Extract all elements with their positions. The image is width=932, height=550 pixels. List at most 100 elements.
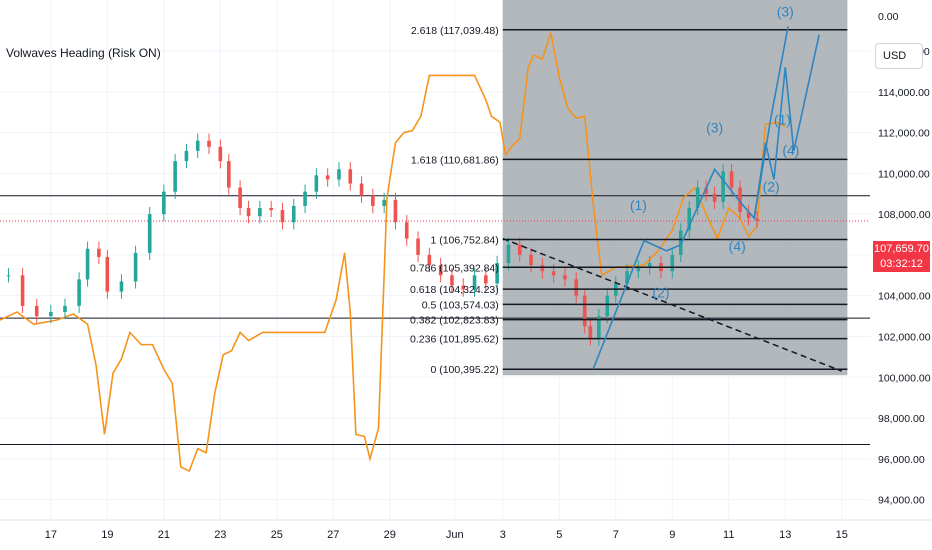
time-axis-tick: 17 (45, 529, 57, 541)
candle-body (563, 275, 567, 280)
time-axis-tick: 9 (669, 529, 675, 541)
orange-indicator-line (0, 32, 786, 473)
candle-body (746, 212, 751, 219)
wave-projection-path (753, 34, 820, 219)
candle-body (97, 248, 101, 257)
candle-body (729, 171, 734, 188)
wave-labels: (1)(2)(3)(4)(3)(1)(2)(4)(5) (630, 3, 800, 300)
candle-body (404, 222, 409, 239)
bar-countdown: 03:32:12 (880, 258, 923, 270)
candle-body (625, 271, 629, 284)
wave-label: (4) (782, 142, 799, 158)
candle-body (85, 248, 90, 280)
time-axis-tick: 21 (158, 529, 170, 541)
candle-body (721, 171, 725, 202)
time-axis-tick: 19 (101, 529, 113, 541)
candle-body (238, 187, 242, 208)
candle-body (77, 279, 81, 306)
candle-body (438, 265, 443, 276)
candle-body (540, 265, 545, 272)
wave-label: (4) (729, 238, 746, 254)
candle-body (755, 218, 759, 222)
price-axis-top-label: 0.00 (878, 11, 899, 23)
current-price-badge: 107,659.70 03:32:12 (873, 241, 930, 272)
price-axis-tick: 98,000.00 (878, 413, 925, 425)
time-axis-tick: 15 (836, 529, 848, 541)
candle-body (712, 193, 717, 202)
candle-body (484, 275, 488, 284)
candle-body (551, 271, 556, 276)
candle-body (678, 230, 683, 255)
current-price-value: 107,659.70 (873, 243, 930, 255)
candles (6, 133, 759, 346)
fib-level-label: 0.5 (103,574.03) (422, 299, 499, 311)
wave-label: (2) (763, 179, 780, 195)
time-axis-tick: 25 (271, 529, 283, 541)
fib-levels: 2.618 (117,039.48) 1.618 (110,681.86) 1 (1… (410, 25, 848, 376)
candle-body (226, 161, 231, 188)
time-axis[interactable]: 17 19 21 23 25 27 29 Jun 3 5 7 9 11 13 15 (0, 519, 932, 550)
price-axis-tick: 114,000.00 (878, 87, 930, 99)
indicator-title[interactable]: Volwaves Heading (Risk ON) (6, 46, 161, 60)
candle-body (359, 183, 364, 196)
candle-body (695, 187, 700, 208)
candle-body (147, 214, 152, 253)
candle-body (173, 161, 177, 192)
wave-label: (1) (774, 111, 791, 127)
wave-label: (3) (706, 120, 723, 136)
candle-body (416, 238, 420, 255)
candle-body (325, 175, 330, 180)
candle-body (133, 252, 138, 282)
candle-body (184, 150, 189, 162)
dashed-trendline (502, 237, 843, 372)
time-axis-tick: Jun (446, 529, 464, 541)
time-axis-tick: 5 (556, 529, 562, 541)
orange-indicator (0, 32, 786, 473)
candle-body (517, 244, 522, 255)
time-axis-tick: 3 (500, 529, 506, 541)
price-axis[interactable]: 94,000.00 96,000.00 98,000.00 100,000.00 102… (870, 0, 932, 550)
price-axis-tick: 96,000.00 (878, 454, 925, 466)
elliott-wave-path (592, 26, 789, 370)
fib-level-label: 0 (100,395.22) (430, 364, 498, 376)
price-axis-tick: 94,000.00 (878, 495, 925, 507)
candle-body (314, 175, 319, 192)
candle-body (670, 254, 675, 272)
candle-body (195, 140, 200, 151)
currency-button[interactable]: USD (875, 43, 923, 69)
time-axis-tick: 13 (779, 529, 791, 541)
candle-body (162, 191, 166, 215)
price-axis-tick: 112,000.00 (878, 128, 930, 140)
candle-body (382, 199, 386, 206)
candle-body (63, 305, 67, 312)
candle-body (529, 254, 533, 266)
candle-body (461, 285, 466, 290)
price-axis-tick: 108,000.00 (878, 209, 931, 221)
candle-body (427, 254, 432, 266)
candle-body (393, 199, 398, 223)
candle-body (506, 244, 511, 264)
candle-body (280, 210, 285, 223)
time-axis-tick: 11 (723, 529, 734, 541)
candle-body (704, 187, 708, 194)
candle-body (337, 169, 341, 180)
wave-label: (1) (630, 197, 647, 213)
fib-zone-rect (502, 0, 848, 376)
candle-body (472, 275, 477, 290)
candle-body (495, 263, 499, 284)
candle-body (371, 195, 375, 206)
candle-body (605, 295, 610, 317)
candle-body (687, 208, 692, 231)
time-axis-background (0, 520, 870, 550)
candle-body (207, 140, 211, 147)
candle-body (258, 208, 262, 217)
candle-body (246, 208, 251, 217)
candle-body (647, 263, 652, 268)
fib-level-label: 1 (106,752.84) (430, 235, 498, 247)
fib-level-label: 0.786 (105,392.84) (410, 262, 499, 274)
time-axis-tick: 27 (327, 529, 339, 541)
fib-level-label: 0.382 (102,823.83) (410, 315, 499, 327)
candle-body (574, 279, 579, 296)
